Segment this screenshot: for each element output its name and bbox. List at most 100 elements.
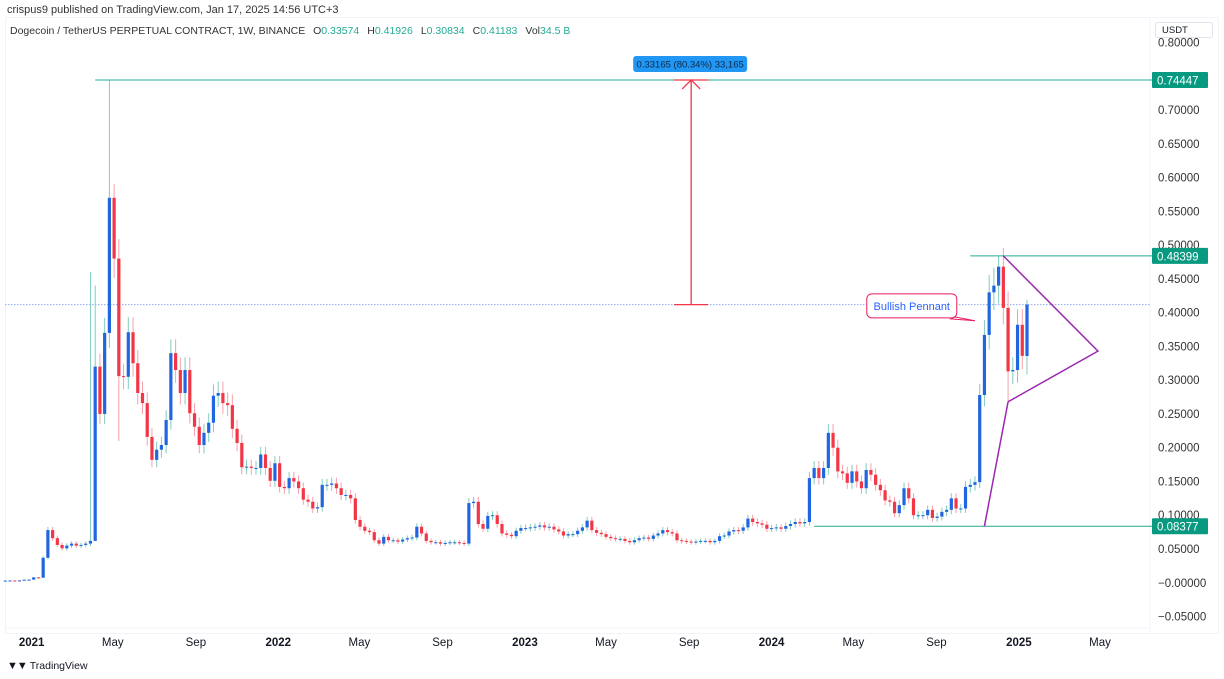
candle-down[interactable] [594,530,599,533]
candle-up[interactable] [405,538,409,540]
candle-down[interactable] [339,488,343,495]
candle-up[interactable] [103,332,107,414]
candle-up[interactable] [453,542,457,544]
candle-down[interactable] [386,536,391,541]
candle-up[interactable] [576,530,580,535]
candle-down[interactable] [689,541,693,543]
candle-down[interactable] [647,537,651,539]
candle-down[interactable] [13,580,17,582]
candle-down[interactable] [353,498,357,520]
candle-down[interactable] [419,526,424,534]
candle-up[interactable] [467,503,471,544]
candle-down[interactable] [457,542,461,544]
candle-up[interactable] [973,482,977,485]
candle-down[interactable] [609,536,613,539]
candle-up[interactable] [207,422,211,433]
candle-down[interactable] [36,577,41,579]
candle-down[interactable] [221,392,225,404]
candle-down[interactable] [675,533,679,541]
candle-up[interactable] [169,353,173,421]
candle-up[interactable] [916,515,920,517]
candle-down[interactable] [136,363,140,393]
candle-up[interactable] [812,467,816,479]
candle-up[interactable] [41,557,45,578]
candle-up[interactable] [254,467,258,469]
candle-down[interactable] [174,353,178,371]
candle-down[interactable] [1006,307,1010,372]
candle-down[interactable] [684,540,689,542]
candle-down[interactable] [883,490,887,501]
candle-down[interactable] [476,501,480,525]
candle-down[interactable] [358,519,362,527]
candle-down[interactable] [859,481,864,489]
candle-down[interactable] [765,524,769,529]
candle-up[interactable] [183,370,187,393]
candle-up[interactable] [571,534,575,536]
candle-up[interactable] [84,543,88,545]
candle-down[interactable] [263,454,268,468]
candle-up[interactable] [992,285,996,293]
candle-down[interactable] [301,488,305,500]
candle-up[interactable] [93,366,97,541]
candle-up[interactable] [807,478,812,522]
candle-up[interactable] [528,527,532,529]
candle-down[interactable] [590,520,594,531]
candle-up[interactable] [580,527,584,531]
candle-up[interactable] [259,454,263,468]
candle-up[interactable] [926,509,930,516]
candle-down[interactable] [878,484,882,491]
candle-down[interactable] [150,436,154,460]
candle-up[interactable] [656,533,660,536]
currency-button[interactable]: USDT [1155,22,1213,38]
candle-down[interactable] [306,499,310,502]
candle-up[interactable] [164,420,168,445]
candle-up[interactable] [443,542,447,544]
candle-down[interactable] [552,526,556,530]
candle-down[interactable] [197,426,201,445]
candle-up[interactable] [126,332,130,377]
candle-up[interactable] [803,521,807,524]
candle-up[interactable] [533,526,537,528]
candle-up[interactable] [864,469,868,489]
candle-up[interactable] [8,580,12,582]
candle-up[interactable] [902,488,906,506]
candle-up[interactable] [717,536,722,541]
candle-up[interactable] [315,507,320,509]
candle-up[interactable] [585,520,589,528]
candle-up[interactable] [722,535,726,537]
candle-down[interactable] [888,500,892,502]
candle-down[interactable] [954,498,958,509]
candle-up[interactable] [415,526,419,538]
candle-down[interactable] [542,525,547,528]
candle-up[interactable] [699,540,703,542]
candle-up[interactable] [637,538,641,541]
candle-down[interactable] [680,540,684,542]
candle-down[interactable] [708,540,712,543]
candle-down[interactable] [131,332,135,364]
candle-down[interactable] [665,530,670,533]
candle-up[interactable] [963,486,968,509]
candle-down[interactable] [604,534,608,537]
candle-down[interactable] [363,526,367,531]
candle-down[interactable] [481,524,485,529]
candle-down[interactable] [292,478,296,482]
candle-down[interactable] [628,540,632,543]
callout-box[interactable] [866,293,958,319]
candle-up[interactable] [618,538,622,540]
candle-up[interactable] [17,580,22,582]
candle-up[interactable] [774,527,778,529]
candle-up[interactable] [826,432,830,468]
candle-up[interactable] [1015,324,1020,371]
candle-up[interactable] [850,471,854,483]
candle-down[interactable] [613,538,618,540]
candle-down[interactable] [117,258,121,377]
candle-down[interactable] [557,529,561,532]
candle-down[interactable] [240,442,244,468]
candle-up[interactable] [651,535,655,539]
candle-up[interactable] [769,528,774,530]
candle-down[interactable] [840,471,845,474]
candle-up[interactable] [694,541,698,543]
candle-up[interactable] [784,526,788,529]
candle-down[interactable] [798,521,802,524]
candle-down[interactable] [121,376,126,378]
